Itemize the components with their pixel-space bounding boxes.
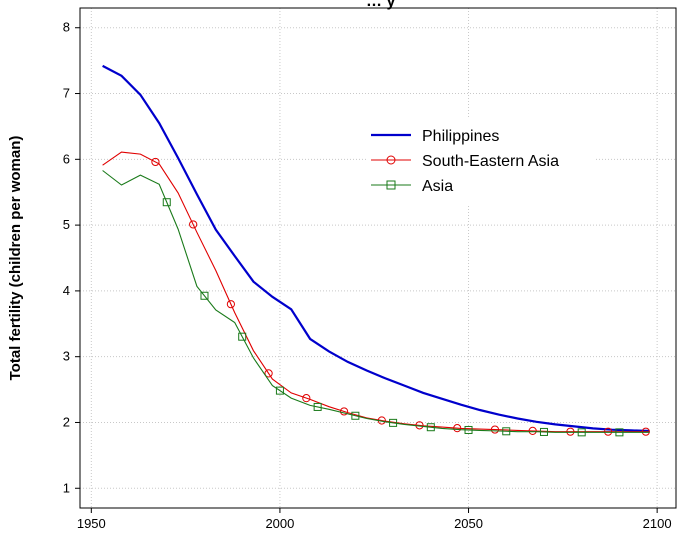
data-point [453,424,462,433]
data-point [226,300,235,309]
series-line [102,64,650,433]
x-tick-label: 1950 [77,516,106,531]
legend-label: Philippines [422,128,499,145]
data-point [615,428,624,437]
series-philippines [102,64,650,433]
data-point [389,418,398,427]
legend-marker [386,155,396,165]
chart-title: … y [366,0,395,10]
y-tick-label: 7 [63,86,70,101]
legend-item: South-Eastern Asia [371,153,559,170]
y-axis: 1 2 3 4 5 6 7 8 [63,20,80,495]
data-point [566,427,575,436]
x-tick-label: 2050 [454,516,483,531]
x-tick-label: 2100 [643,516,672,531]
y-tick-label: 8 [63,20,70,35]
data-point [162,198,171,207]
legend-label: South-Eastern Asia [422,153,559,170]
data-point [604,427,613,436]
data-point [189,220,198,229]
plot-frame [79,7,677,509]
data-point [464,425,473,434]
data-point [528,426,537,435]
data-point [426,423,435,432]
data-point [200,291,209,300]
data-point [539,427,548,436]
data-point [641,427,650,436]
data-point [490,425,500,434]
data-point [275,386,284,395]
data-point [351,411,360,420]
y-tick-label: 6 [63,151,70,166]
legend-box [366,118,594,204]
y-tick-label: 1 [63,480,70,495]
series-asia [102,170,650,437]
legend-item: Philippines [371,128,499,145]
y-tick-label: 5 [63,217,70,232]
grid [80,8,676,508]
x-axis: 1950 2000 2050 2100 [77,508,672,531]
data-point [302,394,311,403]
data-point [502,427,511,436]
series-line [102,170,650,433]
legend-label: Asia [422,178,453,195]
data-point [577,428,586,437]
data-point [339,407,349,416]
legend: Philippines South-Eastern Asia Asia [366,118,594,204]
series-layer [102,64,650,437]
data-point [313,402,322,411]
y-tick-label: 3 [63,349,70,364]
data-point [151,157,160,167]
y-axis-title: Total fertility (children per woman) [7,136,24,381]
y-tick-label: 2 [63,414,70,429]
data-point [264,369,273,378]
data-point [238,332,247,341]
legend-item: Asia [371,178,453,195]
legend-marker [386,180,396,190]
y-tick-label: 4 [63,283,70,298]
x-tick-label: 2000 [265,516,294,531]
series-line [102,151,650,433]
